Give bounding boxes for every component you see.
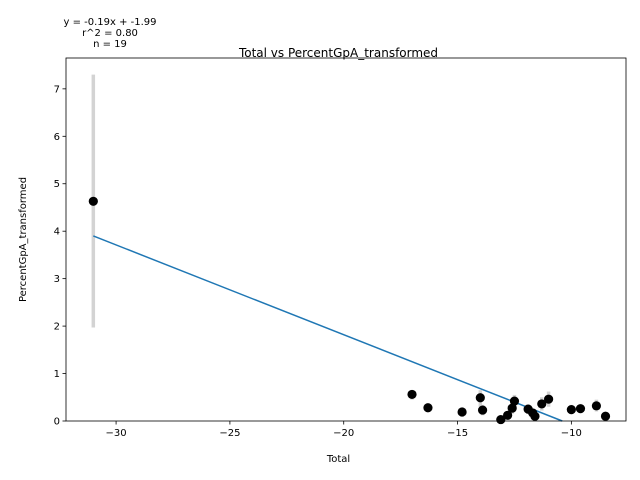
x-axis-ticks: −30 −25 −20 −15 −10 — [106, 421, 582, 439]
x-tick-label: −25 — [219, 428, 240, 439]
data-point — [600, 411, 611, 421]
annotation-n: n = 19 — [93, 39, 127, 50]
fit-line — [93, 235, 563, 422]
data-point — [88, 196, 98, 206]
y-tick-label: 2 — [54, 322, 60, 333]
data-point — [591, 401, 602, 411]
x-tick-label: −10 — [561, 428, 582, 439]
y-tick-label: 6 — [54, 132, 60, 143]
annotation-r-squared: r^2 = 0.80 — [82, 28, 138, 39]
data-point — [503, 410, 513, 420]
y-tick-label: 5 — [54, 179, 60, 190]
data-point — [509, 396, 520, 406]
data-point — [477, 405, 488, 415]
x-tick-label: −15 — [447, 428, 468, 439]
data-point — [407, 389, 417, 400]
y-tick-label: 3 — [54, 274, 60, 285]
y-tick-label: 4 — [54, 227, 60, 238]
y-tick-label: 1 — [54, 369, 60, 380]
data-point — [566, 405, 576, 415]
y-tick-label: 0 — [54, 417, 60, 428]
data-point — [544, 394, 554, 404]
data-point — [423, 403, 433, 413]
data-point — [575, 404, 586, 414]
data-point — [507, 403, 517, 413]
data-point — [537, 399, 547, 409]
data-point — [496, 414, 506, 425]
fit-line-group — [93, 235, 563, 422]
annotation-equation: y = -0.19x + -1.99 — [63, 17, 156, 28]
y-axis-ticks: 0 1 2 3 4 5 6 7 — [54, 84, 66, 428]
axes-frame — [65, 57, 627, 422]
y-tick-label: 7 — [54, 84, 60, 95]
chart-title: Total vs PercentGpA_transformed — [238, 46, 438, 60]
plot-area — [88, 74, 611, 425]
x-tick-label: −30 — [106, 428, 127, 439]
y-axis-label: PercentGpA_transformed — [18, 177, 29, 302]
x-tick-label: −20 — [333, 428, 354, 439]
data-points — [88, 196, 611, 425]
data-point — [457, 407, 467, 417]
data-point — [475, 393, 485, 403]
data-point — [530, 411, 540, 421]
x-axis-label: Total — [326, 454, 350, 465]
